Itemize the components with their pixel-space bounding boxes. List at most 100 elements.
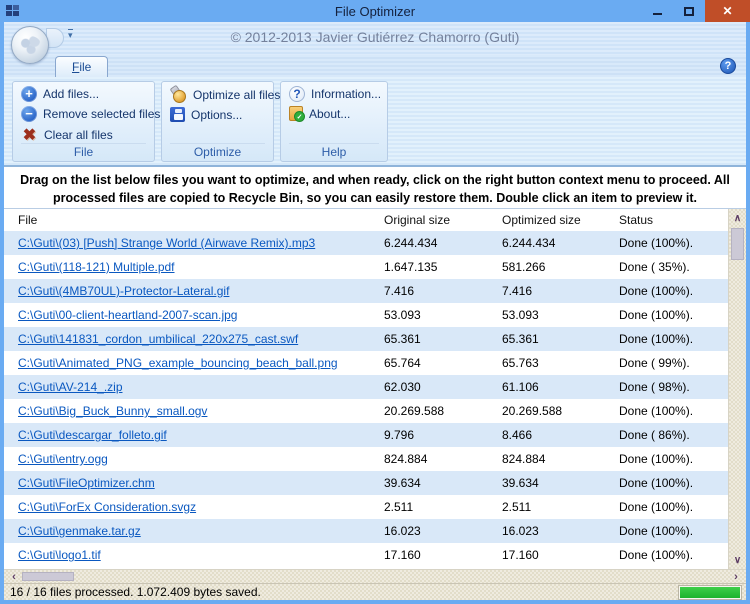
status-cell: Done (100%). xyxy=(619,500,694,514)
ribbon-group-file: Add files... Remove selected files Clear… xyxy=(12,81,160,162)
close-button[interactable]: ✕ xyxy=(705,0,750,22)
column-header-file[interactable]: File xyxy=(18,213,38,227)
file-link[interactable]: C:\Guti\AV-214_.zip xyxy=(18,380,123,394)
file-link[interactable]: C:\Guti\Animated_PNG_example_bouncing_be… xyxy=(18,356,338,370)
remove-circle-icon xyxy=(21,106,37,122)
column-header-optimized-size[interactable]: Optimized size xyxy=(502,213,581,227)
column-header-original-size[interactable]: Original size xyxy=(384,213,451,227)
status-cell: Done ( 35%). xyxy=(619,260,690,274)
status-text: 16 / 16 files processed. 1.072.409 bytes… xyxy=(10,585,261,599)
information-button[interactable]: Information... xyxy=(289,86,381,102)
list-rows: C:\Guti\(03) [Push] Strange World (Airwa… xyxy=(4,231,728,567)
tab-file[interactable]: File xyxy=(55,56,109,77)
maximize-button[interactable] xyxy=(673,0,705,22)
file-link[interactable]: C:\Guti\(03) [Push] Strange World (Airwa… xyxy=(18,236,316,250)
remove-selected-files-button[interactable]: Remove selected files xyxy=(21,106,160,122)
table-row[interactable]: C:\Guti\Big_Buck_Bunny_small.ogv 20.269.… xyxy=(4,399,728,423)
ribbon-group-optimize: Optimize all files Options... Optimize xyxy=(161,81,280,162)
original-size-cell: 20.269.588 xyxy=(384,404,445,418)
original-size-cell: 39.634 xyxy=(384,476,421,490)
file-link[interactable]: C:\Guti\descargar_folleto.gif xyxy=(18,428,167,442)
table-row[interactable]: C:\Guti\FileOptimizer.chm 39.634 39.634 … xyxy=(4,471,728,495)
file-link[interactable]: C:\Guti\genmake.tar.gz xyxy=(18,524,141,538)
ribbon-group-items: Information... About... xyxy=(289,86,381,143)
status-cell: Done (100%). xyxy=(619,452,694,466)
scroll-up-icon[interactable]: ∧ xyxy=(733,212,742,224)
optimized-size-cell: 17.160 xyxy=(502,548,539,562)
table-row[interactable]: C:\Guti\00-client-heartland-2007-scan.jp… xyxy=(4,303,728,327)
progress-bar-fill xyxy=(680,587,740,598)
add-files-button[interactable]: Add files... xyxy=(21,86,146,102)
file-link[interactable]: C:\Guti\ForEx Consideration.svgz xyxy=(18,500,197,514)
optimized-size-cell: 8.466 xyxy=(502,428,533,442)
original-size-cell: 65.764 xyxy=(384,356,421,370)
table-row[interactable]: C:\Guti\Animated_PNG_example_bouncing_be… xyxy=(4,351,728,375)
table-row[interactable]: C:\Guti\(4MB70UL)-Protector-Lateral.gif … xyxy=(4,279,728,303)
table-row[interactable]: C:\Guti\logo1.tif 17.160 17.160 Done (10… xyxy=(4,543,728,567)
horizontal-scroll-thumb[interactable] xyxy=(22,572,74,581)
options-button[interactable]: Options... xyxy=(170,107,265,122)
table-row[interactable]: C:\Guti\genmake.tar.gz 16.023 16.023 Don… xyxy=(4,519,728,543)
scroll-down-icon[interactable]: ∨ xyxy=(733,554,742,566)
status-cell: Done (100%). xyxy=(619,404,694,418)
file-link[interactable]: C:\Guti\(4MB70UL)-Protector-Lateral.gif xyxy=(18,284,230,298)
optimize-hammer-icon xyxy=(170,86,187,103)
file-link[interactable]: C:\Guti\logo1.tif xyxy=(18,548,101,562)
vertical-scroll-thumb[interactable] xyxy=(731,228,744,260)
window-content: ▾ © 2012-2013 Javier Gutiérrez Chamorro … xyxy=(4,22,746,600)
status-cell: Done (100%). xyxy=(619,308,694,322)
window-title: File Optimizer xyxy=(334,3,416,19)
add-circle-icon xyxy=(21,86,37,102)
file-link[interactable]: C:\Guti\FileOptimizer.chm xyxy=(18,476,155,490)
file-link[interactable]: C:\Guti\entry.ogg xyxy=(18,452,108,466)
help-icon[interactable]: ? xyxy=(720,58,736,74)
quick-access-dropdown-icon[interactable]: ▾ xyxy=(68,29,73,40)
file-link[interactable]: C:\Guti\Big_Buck_Bunny_small.ogv xyxy=(18,404,208,418)
table-row[interactable]: C:\Guti\descargar_folleto.gif 9.796 8.46… xyxy=(4,423,728,447)
application-orb-button[interactable] xyxy=(11,26,49,64)
table-row[interactable]: C:\Guti\(03) [Push] Strange World (Airwa… xyxy=(4,231,728,255)
original-size-cell: 6.244.434 xyxy=(384,236,438,250)
status-cell: Done (100%). xyxy=(619,284,694,298)
table-row[interactable]: C:\Guti\(118-121) Multiple.pdf 1.647.135… xyxy=(4,255,728,279)
optimized-size-cell: 61.106 xyxy=(502,380,539,394)
ribbon-item-label: Options... xyxy=(191,107,243,122)
original-size-cell: 2.511 xyxy=(384,500,414,514)
original-size-cell: 65.361 xyxy=(384,332,421,346)
status-bar: 16 / 16 files processed. 1.072.409 bytes… xyxy=(4,583,746,600)
scroll-left-icon[interactable]: ‹ xyxy=(12,570,16,583)
information-question-icon xyxy=(289,86,305,102)
table-row[interactable]: C:\Guti\141831_cordon_umbilical_220x275_… xyxy=(4,327,728,351)
file-link[interactable]: C:\Guti\00-client-heartland-2007-scan.jp… xyxy=(18,308,238,322)
ribbon-group-items: Add files... Remove selected files Clear… xyxy=(21,86,160,143)
clear-all-files-button[interactable]: Clear all files xyxy=(21,126,146,143)
horizontal-scrollbar[interactable]: ‹ › xyxy=(4,569,746,583)
status-cell: Done (100%). xyxy=(619,476,694,490)
minimize-button[interactable] xyxy=(641,0,673,22)
file-link[interactable]: C:\Guti\141831_cordon_umbilical_220x275_… xyxy=(18,332,299,346)
optimized-size-cell: 65.763 xyxy=(502,356,539,370)
original-size-cell: 53.093 xyxy=(384,308,421,322)
optimized-size-cell: 824.884 xyxy=(502,452,546,466)
optimized-size-cell: 65.361 xyxy=(502,332,539,346)
ribbon-item-label: Clear all files xyxy=(44,127,113,142)
original-size-cell: 17.160 xyxy=(384,548,421,562)
app-icon xyxy=(6,5,20,17)
table-row[interactable]: C:\Guti\AV-214_.zip 62.030 61.106 Done (… xyxy=(4,375,728,399)
maximize-icon xyxy=(684,6,694,16)
about-button[interactable]: About... xyxy=(289,106,379,122)
options-floppy-icon xyxy=(170,107,185,122)
optimized-size-cell: 53.093 xyxy=(502,308,539,322)
scroll-right-icon[interactable]: › xyxy=(734,570,738,583)
status-cell: Done ( 99%). xyxy=(619,356,690,370)
column-header-status[interactable]: Status xyxy=(619,213,654,227)
ribbon: Add files... Remove selected files Clear… xyxy=(4,77,746,167)
original-size-cell: 7.416 xyxy=(384,284,415,298)
optimized-size-cell: 20.269.588 xyxy=(502,404,563,418)
vertical-scrollbar[interactable]: ∧ ∨ xyxy=(728,209,746,569)
table-row[interactable]: C:\Guti\entry.ogg 824.884 824.884 Done (… xyxy=(4,447,728,471)
status-cell: Done ( 86%). xyxy=(619,428,690,442)
table-row[interactable]: C:\Guti\ForEx Consideration.svgz 2.511 2… xyxy=(4,495,728,519)
file-link[interactable]: C:\Guti\(118-121) Multiple.pdf xyxy=(18,260,175,274)
optimize-all-files-button[interactable]: Optimize all files xyxy=(170,86,280,103)
